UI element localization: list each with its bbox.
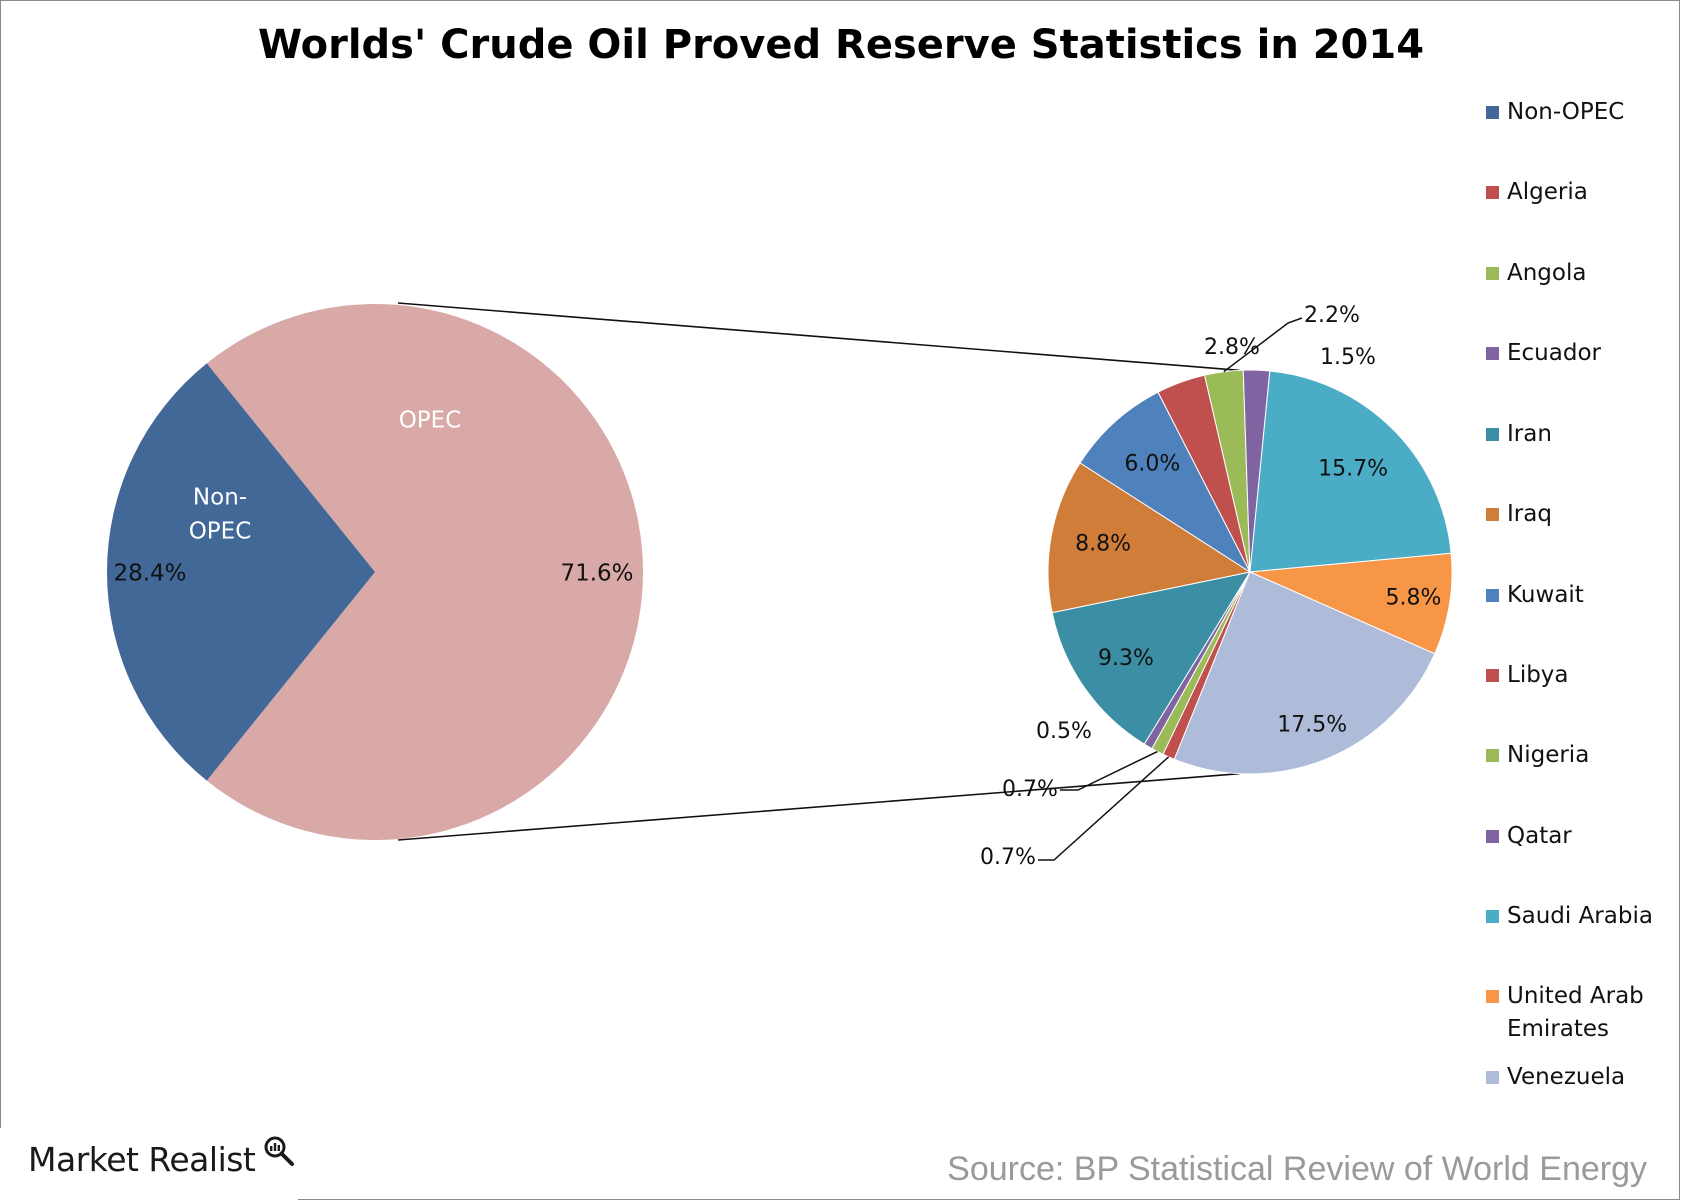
legend-label: Angola <box>1507 260 1587 286</box>
legend-swatch <box>1486 347 1499 360</box>
opec-share-pie <box>107 304 643 840</box>
legend-label: Nigeria <box>1507 742 1590 768</box>
legend-swatch <box>1486 830 1499 843</box>
legend-label: Venezuela <box>1507 1064 1626 1090</box>
legend-swatch <box>1486 267 1499 280</box>
data-label-qatar: 1.5% <box>1320 345 1376 370</box>
legend-item-angola: Angola <box>1486 257 1667 290</box>
slice-iraq <box>1047 462 1252 614</box>
category-label-non-opec: OPEC <box>189 519 252 545</box>
legend-swatch <box>1486 428 1499 441</box>
legend-label: Libya <box>1507 662 1569 688</box>
legend-item-libya: Libya <box>1486 659 1667 692</box>
data-label-opec: 71.6% <box>560 561 633 587</box>
legend-label: Saudi Arabia <box>1507 903 1653 929</box>
data-label-non-opec: 28.4% <box>113 561 186 587</box>
legend-item-non-opec: Non-OPEC <box>1486 96 1667 129</box>
data-label-iran: 9.3% <box>1098 646 1154 671</box>
slice-iran <box>1051 571 1252 745</box>
data-label-united-arab-emirates: 5.8% <box>1386 586 1442 611</box>
connector-lines <box>397 302 1240 841</box>
slice-kuwait <box>1079 391 1252 574</box>
data-label-angola: 0.7% <box>1002 777 1058 802</box>
legend-swatch <box>1486 669 1499 682</box>
data-label-kuwait: 6.0% <box>1124 451 1180 476</box>
legend-swatch <box>1486 508 1499 521</box>
legend-swatch <box>1486 589 1499 602</box>
legend-item-united-arab-emirates: United Arab Emirates <box>1486 980 1667 1046</box>
leader-line-angola <box>1060 750 1158 791</box>
legend-swatch <box>1486 106 1499 119</box>
leader-line-algeria <box>1038 756 1170 861</box>
legend-swatch <box>1486 910 1499 923</box>
data-label-iraq: 8.8% <box>1075 532 1131 557</box>
legend-label: Non-OPEC <box>1507 99 1625 125</box>
leader-line-nigeria <box>1223 317 1303 373</box>
source-note: Source: BP Statistical Review of World E… <box>947 1150 1647 1188</box>
legend-label: Iran <box>1507 421 1552 447</box>
legend-swatch <box>1486 1071 1499 1084</box>
data-label-algeria: 0.7% <box>980 845 1036 870</box>
legend-label: Qatar <box>1507 823 1572 849</box>
legend-item-kuwait: Kuwait <box>1486 579 1667 612</box>
legend-item-qatar: Qatar <box>1486 820 1667 853</box>
legend-swatch <box>1486 186 1499 199</box>
logo-background <box>0 1128 298 1202</box>
category-label-opec: OPEC <box>399 408 462 434</box>
data-label-venezuela: 17.5% <box>1277 713 1347 738</box>
legend-item-nigeria: Nigeria <box>1486 739 1667 772</box>
legend-swatch <box>1486 990 1499 1003</box>
connector-line-top <box>397 302 1240 372</box>
legend-item-iran: Iran <box>1486 418 1667 451</box>
slice-non-opec <box>107 363 376 781</box>
slice-united-arab-emirates <box>1248 552 1453 655</box>
legend-label: Kuwait <box>1507 582 1584 608</box>
legend-item-iraq: Iraq <box>1486 498 1667 531</box>
legend-label: Iraq <box>1507 501 1552 527</box>
category-label-non-opec: Non- <box>193 485 247 511</box>
legend-label: United Arab Emirates <box>1507 983 1644 1042</box>
data-label-nigeria: 2.2% <box>1304 303 1360 328</box>
slice-opec <box>206 304 643 840</box>
legend-swatch <box>1486 749 1499 762</box>
legend-item-algeria: Algeria <box>1486 176 1667 209</box>
legend-label: Algeria <box>1507 179 1588 205</box>
slice-venezuela <box>1173 571 1436 775</box>
magnifier-chart-icon <box>264 1136 294 1166</box>
legend-item-ecuador: Ecuador <box>1486 337 1667 370</box>
data-label-saudi-arabia: 15.7% <box>1318 456 1388 481</box>
brand-logo: Market Realist <box>28 1140 256 1179</box>
connector-line-bottom <box>397 772 1240 841</box>
legend-item-venezuela: Venezuela <box>1486 1061 1667 1094</box>
opec-members-pie <box>1047 369 1453 775</box>
legend-label: Ecuador <box>1507 340 1601 366</box>
data-label-libya: 2.8% <box>1204 335 1260 360</box>
legend-item-saudi-arabia: Saudi Arabia <box>1486 900 1667 933</box>
chart-title: Worlds' Crude Oil Proved Reserve Statist… <box>257 22 1425 68</box>
slice-saudi-arabia <box>1249 370 1452 573</box>
data-label-ecuador: 0.5% <box>1036 719 1092 744</box>
